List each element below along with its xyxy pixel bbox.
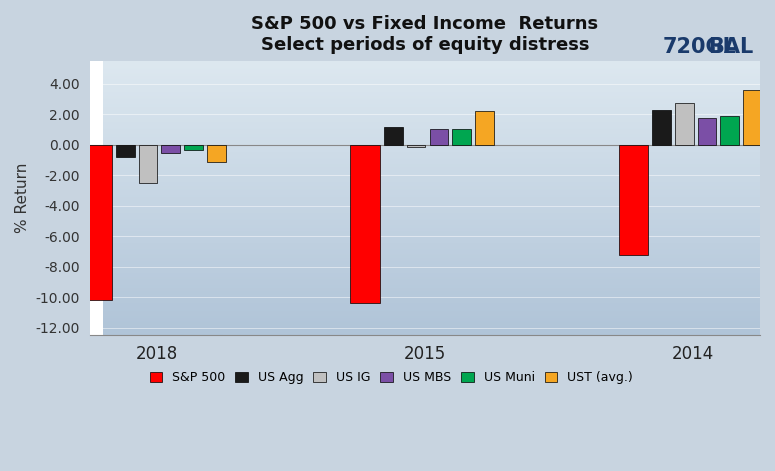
Bar [475,111,494,145]
Bar [115,145,135,157]
Bar [384,127,403,145]
Title: S&P 500 vs Fixed Income  Returns
Select periods of equity distress: S&P 500 vs Fixed Income Returns Select p… [251,15,598,54]
Y-axis label: % Return: % Return [15,163,30,233]
Bar [184,145,203,150]
Legend: S&P 500, US Agg, US IG, US MBS, US Muni, UST (avg.): S&P 500, US Agg, US IG, US MBS, US Muni,… [145,366,638,390]
Bar [161,145,180,153]
Bar [429,129,448,145]
Bar [82,145,112,300]
Bar [721,116,739,145]
Bar [675,104,694,145]
Bar [350,145,380,303]
Bar [743,90,762,145]
Bar [453,129,471,145]
Text: BAL: BAL [708,37,753,57]
Bar [698,118,716,145]
Bar [407,145,425,147]
Bar [652,110,671,145]
Bar [139,145,157,183]
Text: 720GL: 720GL [663,37,736,57]
Bar [618,145,648,255]
Bar [207,145,226,162]
